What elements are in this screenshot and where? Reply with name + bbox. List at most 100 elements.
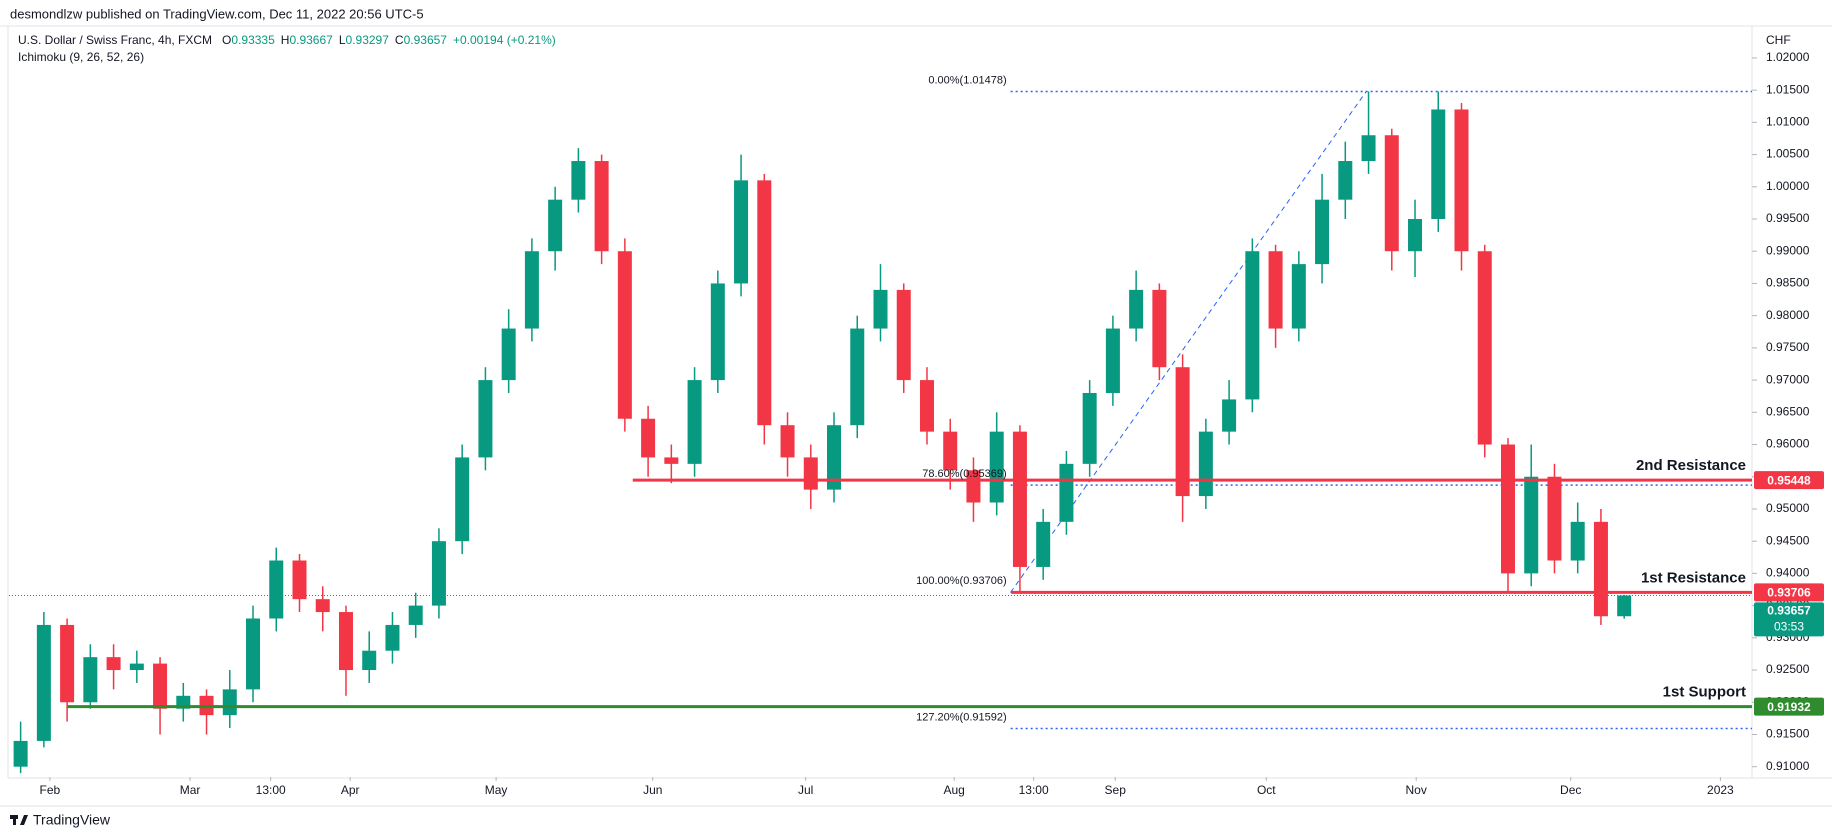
y-tick-label: 0.98000 bbox=[1766, 308, 1810, 322]
y-tick-label: 0.96500 bbox=[1766, 404, 1810, 418]
candle-body bbox=[687, 380, 702, 464]
publisher: desmondlzw published on TradingView.com,… bbox=[10, 6, 424, 21]
countdown: 03:53 bbox=[1774, 620, 1804, 634]
candle-body bbox=[571, 161, 586, 200]
candle-body bbox=[1291, 264, 1306, 329]
currency: CHF bbox=[1766, 33, 1791, 47]
y-tick-label: 0.96000 bbox=[1766, 437, 1810, 451]
x-tick-label: Jul bbox=[798, 783, 813, 797]
candle-body bbox=[385, 624, 400, 651]
candle-body bbox=[222, 689, 237, 716]
x-tick-label: Apr bbox=[341, 783, 360, 797]
candle-body bbox=[1408, 219, 1423, 252]
candle-body bbox=[710, 283, 725, 381]
candle-body bbox=[594, 161, 609, 252]
candle-body bbox=[1012, 431, 1027, 567]
candle-body bbox=[408, 605, 423, 625]
candle-body bbox=[989, 431, 1004, 503]
y-tick-label: 1.02000 bbox=[1766, 50, 1810, 64]
x-tick-label: Dec bbox=[1560, 783, 1581, 797]
fib-label: 78.60%(0.95369) bbox=[922, 468, 1006, 480]
x-tick-label: Aug bbox=[943, 783, 964, 797]
candle-body bbox=[1198, 431, 1213, 497]
y-tick-label: 0.99500 bbox=[1766, 211, 1810, 225]
y-tick-label: 1.00500 bbox=[1766, 147, 1810, 161]
candle-body bbox=[1431, 109, 1446, 220]
candle-body bbox=[1361, 135, 1376, 162]
candle-body bbox=[153, 663, 168, 709]
x-tick-label: Sep bbox=[1105, 783, 1127, 797]
level-badge bbox=[1754, 471, 1824, 490]
candle-body bbox=[524, 251, 539, 329]
fib-label: 127.20%(0.91592) bbox=[916, 711, 1007, 723]
candle-body bbox=[338, 612, 353, 671]
candle-body bbox=[873, 289, 888, 329]
y-tick-label: 0.91500 bbox=[1766, 727, 1810, 741]
candle-body bbox=[362, 650, 377, 671]
candle-body bbox=[919, 380, 934, 432]
candle-body bbox=[1268, 251, 1283, 329]
fib-label: 100.00%(0.93706) bbox=[916, 575, 1007, 587]
candle-body bbox=[60, 624, 75, 703]
brand-logo bbox=[10, 815, 28, 825]
ohlc-value: 0.93657 bbox=[404, 33, 448, 47]
y-tick-label: 0.99000 bbox=[1766, 243, 1810, 257]
y-tick-label: 1.01000 bbox=[1766, 115, 1810, 129]
candle-body bbox=[1082, 392, 1097, 464]
symbol-header: U.S. Dollar / Swiss Franc, 4h, FXCM O0.93… bbox=[18, 33, 556, 47]
y-tick-label: 0.95000 bbox=[1766, 501, 1810, 515]
candle-body bbox=[850, 328, 865, 426]
level-badge-label: 0.95448 bbox=[1767, 473, 1811, 487]
x-tick-label: Jun bbox=[643, 783, 662, 797]
last-price-badge bbox=[1754, 602, 1824, 637]
indicator-name: Ichimoku (9, 26, 52, 26) bbox=[18, 50, 144, 64]
candle-body bbox=[83, 657, 98, 703]
plot bbox=[9, 90, 1752, 774]
y-tick-label: 0.97500 bbox=[1766, 340, 1810, 354]
candle-body bbox=[1152, 289, 1167, 368]
candle-body bbox=[757, 180, 772, 426]
candle-body bbox=[896, 289, 911, 381]
candle-body bbox=[1245, 251, 1260, 400]
candle-body bbox=[1477, 251, 1492, 445]
x-tick-label: Oct bbox=[1257, 783, 1276, 797]
change: +0.00194 (+0.21%) bbox=[453, 33, 556, 47]
candle-body bbox=[1338, 161, 1353, 200]
y-tick-label: 0.97000 bbox=[1766, 372, 1810, 386]
candle-body bbox=[478, 380, 493, 458]
candle-body bbox=[1593, 521, 1608, 617]
candle-body bbox=[966, 470, 981, 503]
x-tick-label: 2023 bbox=[1707, 783, 1734, 797]
logo-stem bbox=[13, 815, 16, 825]
candle-body bbox=[1059, 463, 1074, 522]
last-price-label: 0.93657 bbox=[1767, 604, 1811, 618]
candle-body bbox=[246, 618, 261, 690]
candle-body bbox=[943, 431, 958, 471]
candle-body bbox=[1384, 135, 1399, 252]
candle-body bbox=[1105, 328, 1120, 393]
candle-body bbox=[803, 457, 818, 490]
y-tick-label: 1.00000 bbox=[1766, 179, 1810, 193]
level-name: 1st Support bbox=[1663, 684, 1746, 701]
candle-body bbox=[106, 657, 121, 671]
candle-body bbox=[315, 599, 330, 613]
candle-body bbox=[455, 457, 470, 542]
y-tick-label: 0.91000 bbox=[1766, 759, 1810, 773]
brand: TradingView bbox=[33, 812, 111, 828]
level-name: 1st Resistance bbox=[1641, 569, 1746, 586]
y-tick-label: 0.94000 bbox=[1766, 566, 1810, 580]
candle-body bbox=[827, 425, 842, 490]
ohlc-key: H bbox=[281, 33, 290, 47]
x-tick-label: 13:00 bbox=[1019, 783, 1049, 797]
candle-body bbox=[1036, 521, 1051, 567]
candle-body bbox=[1500, 444, 1515, 574]
candle-body bbox=[36, 624, 51, 741]
level-badge bbox=[1754, 697, 1824, 716]
symbol-title: U.S. Dollar / Swiss Franc, 4h, FXCM bbox=[18, 33, 212, 47]
x-tick-label: Feb bbox=[40, 783, 61, 797]
x-tick-label: 13:00 bbox=[256, 783, 286, 797]
ohlc-value: 0.93297 bbox=[346, 33, 390, 47]
candle-body bbox=[1617, 595, 1632, 617]
